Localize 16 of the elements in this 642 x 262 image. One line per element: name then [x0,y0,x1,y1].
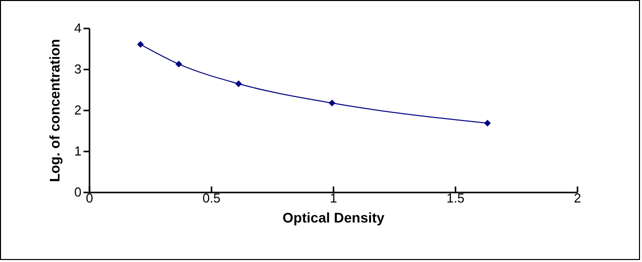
point [235,80,242,88]
x-tick-label: 0 [86,190,94,206]
x-tick-label: 1 [330,190,338,206]
y-tick-label: 3 [74,62,82,76]
y-axis-title: Log. of concentration [46,38,62,182]
y-tick-label: 1 [74,144,82,158]
x-tick-label: 2 [574,190,582,206]
point [484,120,491,126]
x-tick-label: 1.5 [446,190,465,206]
y-tick-label: 2 [74,102,82,118]
y-tick-label: 4 [74,20,82,36]
x-tick-label: 0.5 [202,190,221,206]
point [175,60,182,68]
point [328,100,336,106]
point [137,41,144,48]
x-axis-title: Optical Density [282,210,385,226]
